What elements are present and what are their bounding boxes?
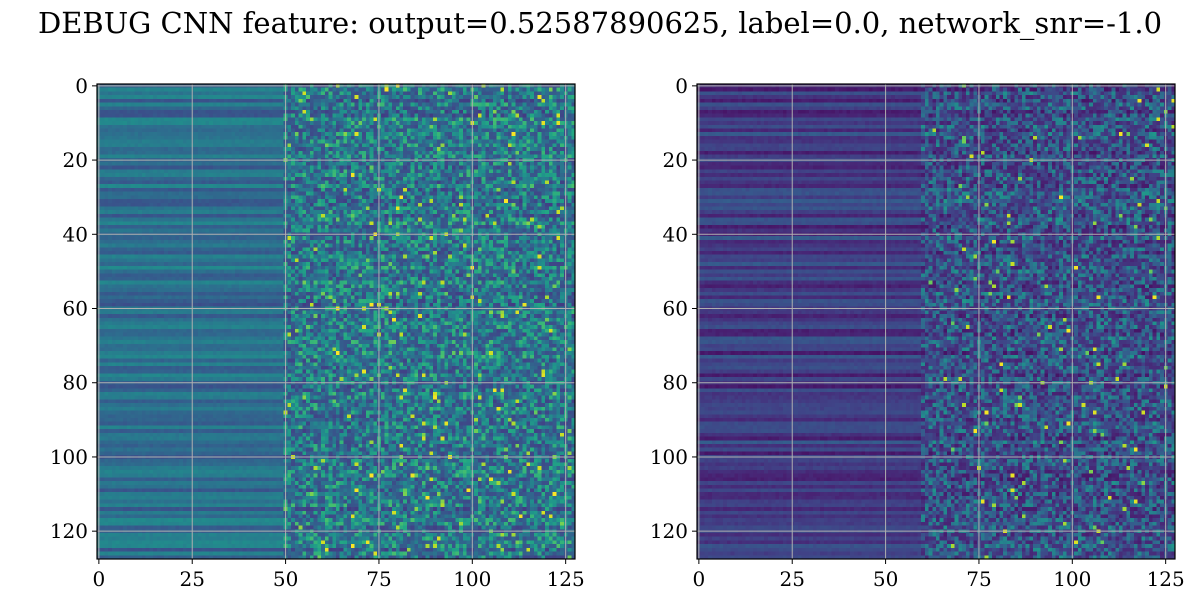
y-tick-label: 120 <box>650 519 688 543</box>
x-tick-label: 100 <box>1053 567 1091 591</box>
axes-frame <box>96 83 576 560</box>
x-tick-label: 50 <box>273 567 298 591</box>
x-tick-label: 75 <box>366 567 391 591</box>
heatmap-left: 0 25 50 75 100 125 0 20 40 60 80 100 120 <box>50 74 585 591</box>
y-tick-label: 20 <box>63 148 88 172</box>
x-tick-label: 125 <box>547 567 585 591</box>
x-tick-label: 50 <box>873 567 898 591</box>
y-tick-label: 80 <box>663 371 688 395</box>
heatmap-right: 0 25 50 75 100 125 0 20 40 60 80 100 120 <box>650 74 1185 591</box>
heatmap-cells <box>697 84 1175 559</box>
y-tick-label: 0 <box>75 74 88 98</box>
y-tick-label: 60 <box>63 297 88 321</box>
x-tick-label: 25 <box>180 567 205 591</box>
y-tick-label: 20 <box>663 148 688 172</box>
figure-title: DEBUG CNN feature: output=0.52587890625,… <box>37 6 1163 40</box>
y-tick-label: 40 <box>63 222 88 246</box>
y-tick-label: 0 <box>675 74 688 98</box>
x-tick-label: 0 <box>693 567 706 591</box>
heatmap-cells <box>97 84 575 559</box>
y-tick-label: 100 <box>650 445 688 469</box>
y-tick-label: 40 <box>663 222 688 246</box>
x-tick-label: 125 <box>1147 567 1185 591</box>
x-tick-label: 75 <box>966 567 991 591</box>
x-tick-label: 25 <box>780 567 805 591</box>
y-tick-label: 120 <box>50 519 88 543</box>
y-tick-label: 80 <box>63 371 88 395</box>
y-tick-label: 60 <box>663 297 688 321</box>
axes-frame <box>696 83 1176 560</box>
x-tick-label: 0 <box>93 567 106 591</box>
y-tick-label: 100 <box>50 445 88 469</box>
x-tick-label: 100 <box>453 567 491 591</box>
